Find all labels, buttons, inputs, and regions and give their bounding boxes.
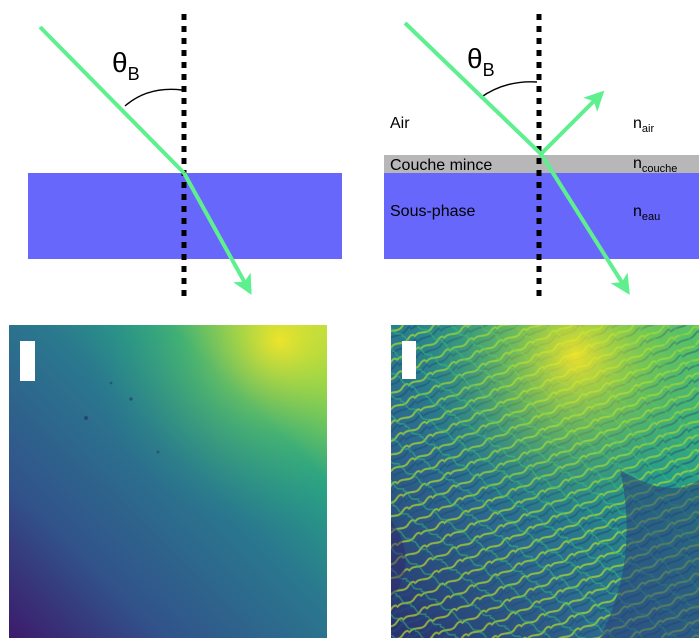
brewster-angle-label: θB: [467, 43, 495, 80]
right-diagram: θB Air Couche mince Sous-phase nair ncou…: [384, 14, 699, 302]
index-air: nair: [633, 115, 654, 135]
brewster-angle-label: θB: [112, 47, 140, 84]
bam-image-right: [391, 325, 699, 638]
film-label: Couche mince: [390, 157, 492, 174]
angle-arc: [479, 81, 538, 99]
index-film: ncouche: [633, 155, 677, 175]
bam-image-left: [9, 325, 327, 638]
air-label: Air: [390, 115, 410, 132]
angle-arc: [124, 88, 183, 107]
index-water: neau: [633, 203, 660, 223]
incident-beam: [38, 25, 186, 175]
refracted-beam: [182, 172, 252, 295]
refracted-beam: [539, 152, 630, 295]
left-diagram: θB: [28, 14, 342, 302]
subphase-label: Sous-phase: [390, 203, 475, 220]
scale-bar: [402, 341, 416, 379]
scale-bar: [20, 341, 35, 381]
reflected-beam: [539, 90, 605, 156]
incident-beam: [403, 21, 543, 156]
